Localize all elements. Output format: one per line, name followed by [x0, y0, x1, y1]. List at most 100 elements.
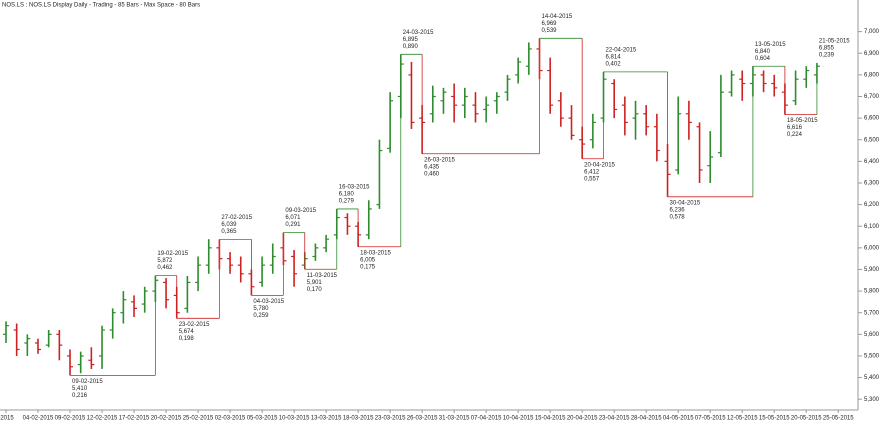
- swing-date: 19-02-2015: [157, 251, 188, 257]
- swing-price: 5,674: [179, 329, 195, 335]
- x-tick-label: 07-05-2015: [695, 416, 726, 422]
- swing-ratio: 0,557: [584, 176, 600, 182]
- swing-ratio: 0,224: [787, 132, 803, 138]
- swing-price: 6,071: [285, 215, 301, 221]
- swing-ratio: 0,578: [670, 214, 686, 220]
- swing-date: 04-03-2015: [253, 299, 284, 305]
- swing-date: 30-04-2015: [670, 200, 701, 206]
- swing-date: 13-05-2015: [755, 42, 786, 48]
- swing-price: 5,901: [307, 280, 323, 286]
- x-tick-label: 17-02-2015: [119, 416, 150, 422]
- x-tick-label: 12-02-2015: [87, 416, 118, 422]
- x-tick-label: 07-04-2015: [471, 416, 502, 422]
- swing-ratio: 0,170: [307, 287, 323, 293]
- y-tick-label: 5,500: [864, 354, 880, 360]
- swing-date: 23-02-2015: [179, 322, 210, 328]
- x-tick-label: 15-04-2015: [535, 416, 566, 422]
- swing-price: 6,814: [606, 54, 622, 60]
- swing-date: 27-02-2015: [221, 215, 252, 221]
- y-tick-label: 6,900: [864, 51, 880, 57]
- swing-date: 18-05-2015: [787, 118, 818, 124]
- x-tick-label: 05-03-2015: [247, 416, 278, 422]
- swing-date: 11-03-2015: [307, 273, 338, 279]
- x-tick-label: 23-04-2015: [599, 416, 630, 422]
- y-tick-label: 6,800: [864, 72, 880, 78]
- y-tick-label: 6,400: [864, 159, 880, 165]
- swing-price: 6,412: [584, 169, 600, 175]
- swing-date: 20-04-2015: [584, 162, 615, 168]
- x-tick-label: 25-02-2015: [183, 416, 214, 422]
- x-tick-label: 26-03-2015: [407, 416, 438, 422]
- swing-price: 6,616: [787, 125, 803, 131]
- x-tick-label: 28-04-2015: [631, 416, 662, 422]
- swing-ratio: 0,604: [755, 56, 771, 62]
- swing-date: 09-02-2015: [72, 379, 103, 385]
- x-tick-label: 13-03-2015: [311, 416, 342, 422]
- swing-date: 09-03-2015: [285, 208, 316, 214]
- x-tick-label: 02-03-2015: [215, 416, 246, 422]
- y-tick-label: 5,400: [864, 375, 880, 381]
- swing-price: 6,039: [221, 222, 237, 228]
- y-tick-label: 6,000: [864, 245, 880, 251]
- x-tick-label: 20-02-2015: [151, 416, 182, 422]
- y-tick-label: 6,200: [864, 202, 880, 208]
- swing-ratio: 0,239: [819, 53, 835, 59]
- swing-date: 14-04-2015: [542, 14, 573, 20]
- x-tick-label: 09-02-2015: [55, 416, 86, 422]
- swing-price: 6,180: [339, 191, 355, 197]
- swing-date: 26-03-2015: [424, 157, 455, 163]
- x-tick-label: -2015: [0, 416, 14, 422]
- swing-ratio: 0,279: [339, 198, 355, 204]
- y-tick-label: 5,700: [864, 310, 880, 316]
- swing-ratio: 0,462: [157, 265, 173, 271]
- swing-ratio: 0,460: [424, 171, 440, 177]
- swing-price: 6,969: [542, 21, 558, 27]
- swing-price: 6,895: [403, 37, 419, 43]
- x-tick-label: 18-03-2015: [343, 416, 374, 422]
- swing-ratio: 0,402: [606, 61, 622, 67]
- y-tick-label: 6,700: [864, 94, 880, 100]
- swing-ratio: 0,539: [542, 28, 558, 34]
- x-tick-label: 04-02-2015: [23, 416, 54, 422]
- x-tick-label: 31-03-2015: [439, 416, 470, 422]
- y-tick-label: 6,100: [864, 224, 880, 230]
- swing-price: 6,005: [360, 257, 376, 263]
- y-tick-label: 5,600: [864, 332, 880, 338]
- swing-price: 5,410: [72, 386, 88, 392]
- x-tick-label: 15-05-2015: [759, 416, 790, 422]
- y-tick-label: 6,300: [864, 181, 880, 187]
- x-tick-label: 25-05-2015: [823, 416, 854, 422]
- swing-price: 6,236: [670, 207, 686, 213]
- swing-date: 21-05-2015: [819, 39, 850, 45]
- swing-ratio: 0,175: [360, 264, 376, 270]
- x-tick-label: 20-04-2015: [567, 416, 598, 422]
- swing-price: 6,435: [424, 164, 440, 170]
- swing-ratio: 0,890: [403, 44, 419, 50]
- swing-ratio: 0,216: [72, 393, 88, 399]
- swing-ratio: 0,291: [285, 222, 301, 228]
- y-tick-label: 5,800: [864, 289, 880, 295]
- swing-price: 5,780: [253, 306, 269, 312]
- swing-date: 18-03-2015: [360, 250, 391, 256]
- x-tick-label: 12-05-2015: [727, 416, 758, 422]
- x-tick-label: 23-03-2015: [375, 416, 406, 422]
- x-tick-label: 10-04-2015: [503, 416, 534, 422]
- swing-ratio: 0,259: [253, 313, 269, 319]
- swing-ratio: 0,365: [221, 229, 237, 235]
- y-tick-label: 5,900: [864, 267, 880, 273]
- y-tick-label: 7,000: [864, 29, 880, 35]
- swing-price: 6,855: [819, 46, 835, 52]
- swing-price: 6,840: [755, 49, 771, 55]
- x-tick-label: 20-05-2015: [791, 416, 822, 422]
- swing-date: 22-04-2015: [606, 47, 637, 53]
- x-tick-label: 04-05-2015: [663, 416, 694, 422]
- swing-date: 16-03-2015: [339, 184, 370, 190]
- chart-title: NOS.LS : NOS.LS Display Daily - Trading …: [2, 3, 200, 9]
- swing-price: 5,872: [157, 258, 173, 264]
- swing-date: 24-03-2015: [403, 30, 434, 36]
- x-tick-label: 10-03-2015: [279, 416, 310, 422]
- y-tick-label: 5,300: [864, 397, 880, 403]
- y-tick-label: 6,500: [864, 137, 880, 143]
